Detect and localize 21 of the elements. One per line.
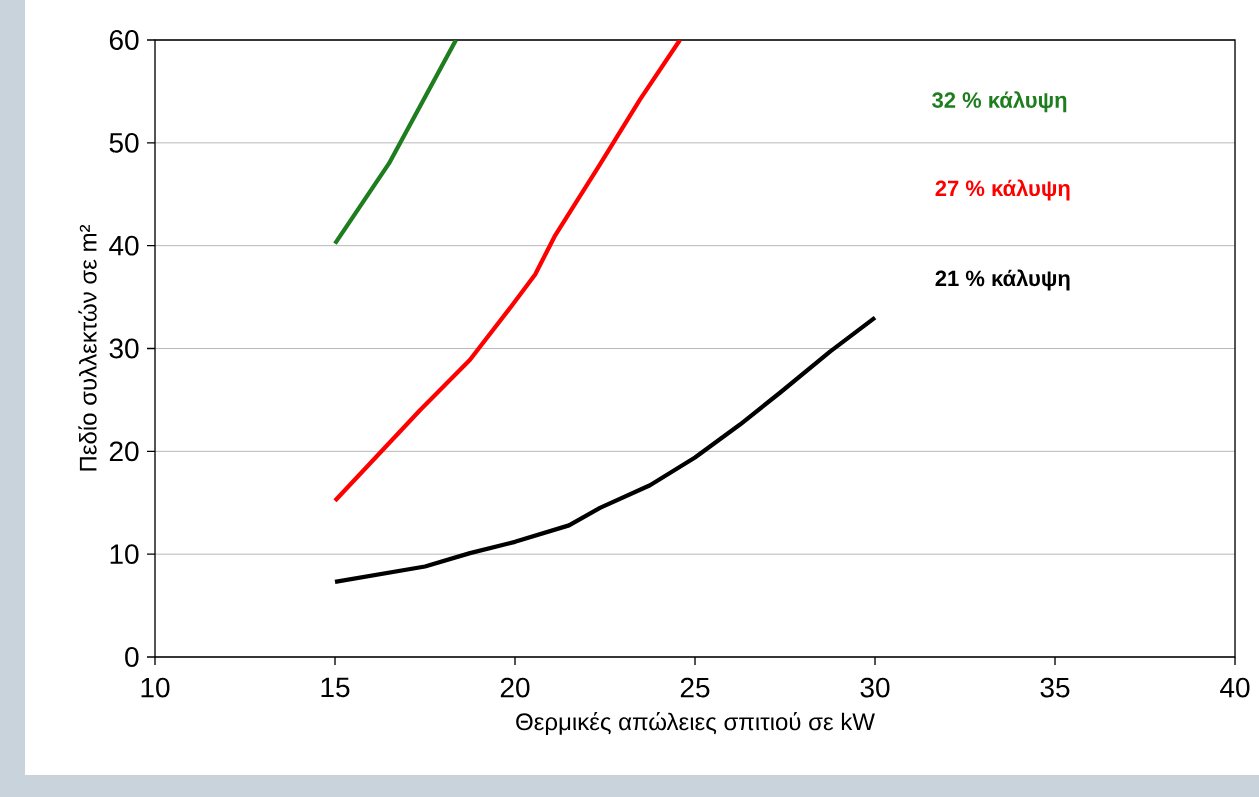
line-series <box>332 40 683 503</box>
x-tick-label: 40 <box>1220 677 1250 698</box>
y-tick-label: 0 <box>125 647 139 667</box>
x-tick-label: 15 <box>321 677 350 698</box>
text: 27 % κάλυψη <box>935 179 1070 201</box>
y-axis-title: Πεδίο συλλεκτών σε m² <box>78 224 97 471</box>
x-tick-label: 10 <box>141 677 170 698</box>
y-tick-label: 40 <box>109 235 139 256</box>
y-tick-label: 50 <box>109 132 139 153</box>
x-tick-label: 35 <box>1040 677 1070 698</box>
x-axis-title: Θερμικές απώλειες σπιτιού σε kW <box>516 712 875 736</box>
y-tick-label: 20 <box>109 441 139 462</box>
text: 32 % κάλυψη <box>932 91 1067 113</box>
line-series <box>332 315 878 585</box>
y-tick-label: 30 <box>109 338 139 359</box>
y-tick-label: 10 <box>110 544 139 565</box>
x-tick-label: 30 <box>860 677 890 698</box>
x-tick-label: 25 <box>680 677 710 698</box>
y-tick-label: 60 <box>109 30 139 50</box>
text: 21 % κάλυψη <box>935 269 1070 291</box>
x-tick-label: 20 <box>500 677 530 698</box>
